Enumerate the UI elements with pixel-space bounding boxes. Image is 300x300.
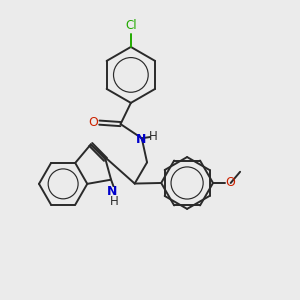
Text: O: O [88,116,98,129]
Text: H: H [148,130,157,143]
Text: N: N [135,133,146,146]
Text: H: H [110,195,119,208]
Text: N: N [107,185,118,198]
Text: Cl: Cl [125,19,137,32]
Text: O: O [226,176,236,190]
